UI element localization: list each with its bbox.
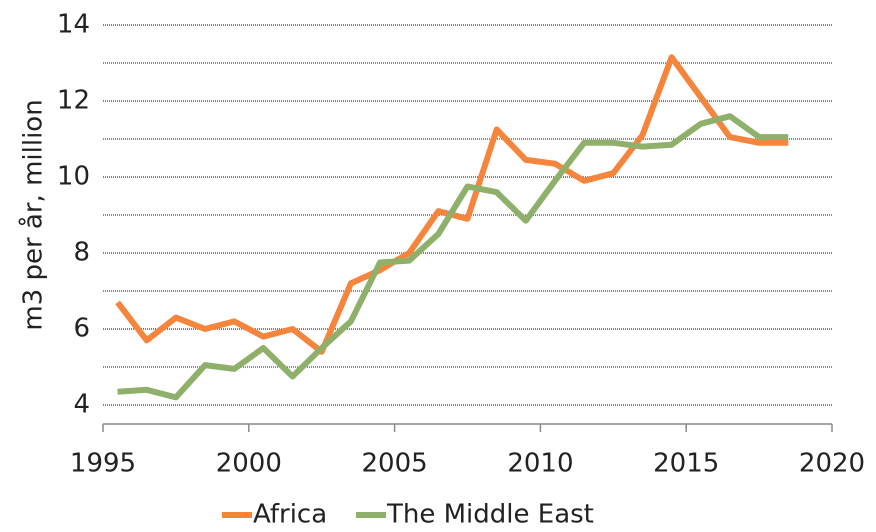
x-tick-label: 2005 <box>362 449 428 479</box>
x-tick-label: 2015 <box>653 449 719 479</box>
series-line <box>117 113 789 401</box>
x-tick-label: 2010 <box>507 449 573 479</box>
y-tick-label: 4 <box>73 390 90 420</box>
x-tick-label: 1995 <box>70 449 136 479</box>
y-tick-label: 6 <box>73 314 90 344</box>
legend-label: Africa <box>253 500 327 530</box>
legend-label: The Middle East <box>386 500 594 530</box>
y-tick-label: 8 <box>73 238 90 268</box>
y-tick-label: 12 <box>57 86 90 116</box>
y-tick-label: 10 <box>57 162 90 192</box>
y-axis-label: m3 per år, million <box>18 99 49 330</box>
x-tick-label: 2020 <box>799 449 865 479</box>
y-tick-label: 14 <box>57 10 90 40</box>
x-tick-label: 2000 <box>216 449 282 479</box>
